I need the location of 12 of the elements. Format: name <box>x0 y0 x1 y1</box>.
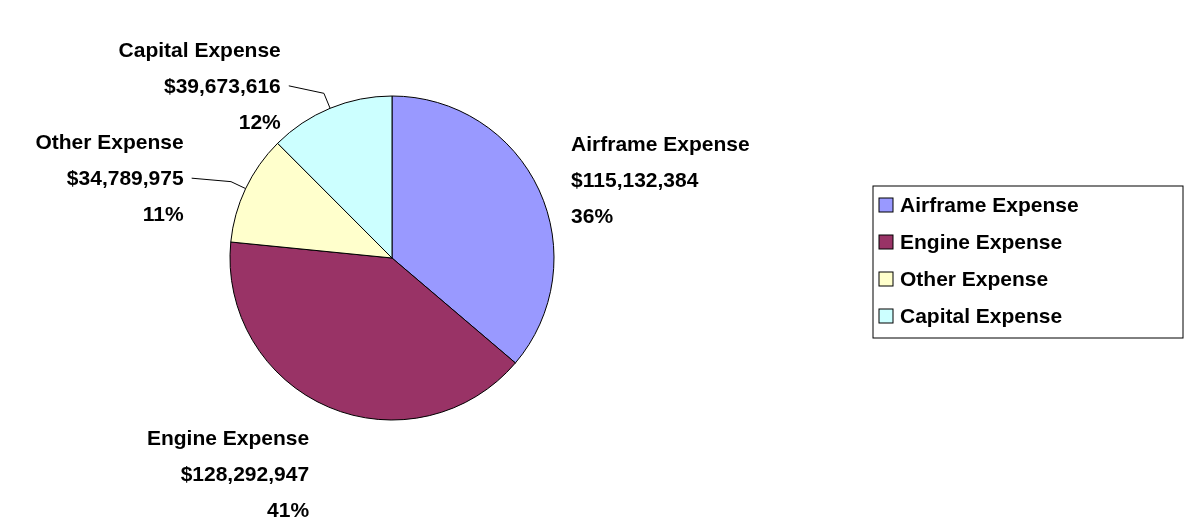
data-label: $128,292,947 41% <box>180 462 310 522</box>
legend-label: Other Expense <box>900 267 1049 290</box>
slice-label: Engine Expense <box>146 426 310 450</box>
data-label: $115,132,384 36% <box>571 167 699 227</box>
data-label: $34,789,975 11% <box>66 166 184 226</box>
data-label: $39,673,616 12% <box>164 73 282 133</box>
legend-label: Airframe Expense <box>900 193 1079 216</box>
slice-label: Capital Expense <box>118 37 281 61</box>
legend-label: Engine Expense <box>900 230 1063 253</box>
slice-label: Airframe Expense <box>571 131 750 155</box>
slice-label: Other Expense <box>35 130 184 154</box>
legend-label: Capital Expense <box>900 304 1063 327</box>
